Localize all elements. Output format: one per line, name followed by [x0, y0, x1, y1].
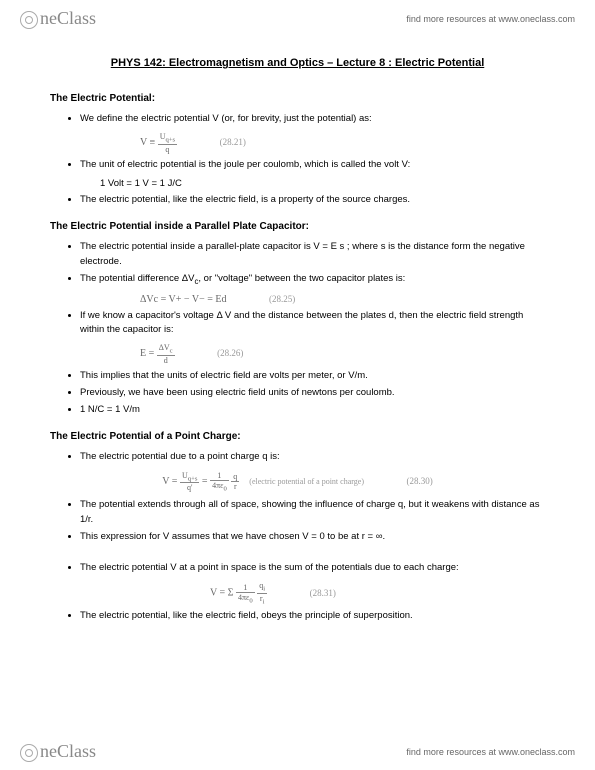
section3-list4: The electric potential, like the electri… — [50, 609, 545, 623]
eq-label: (28.21) — [220, 137, 246, 147]
list-item: The electric potential inside a parallel… — [80, 240, 545, 269]
section1-list: We define the electric potential V (or, … — [50, 112, 545, 126]
list-item: 1 N/C = 1 V/m — [80, 403, 545, 417]
formula: V = Uq+sq' = 14πε0 qr (electric potentia… — [50, 471, 545, 493]
sub-text: 1 Volt = 1 V = 1 J/C — [50, 178, 545, 189]
section1-list2: The unit of electric potential is the jo… — [50, 158, 545, 172]
logo-text: neClass — [40, 741, 96, 761]
section2-list: The electric potential inside a parallel… — [50, 240, 545, 287]
section2-heading: The Electric Potential inside a Parallel… — [50, 221, 545, 232]
page-title: PHYS 142: Electromagnetism and Optics – … — [50, 57, 545, 69]
list-item: The electric potential due to a point ch… — [80, 450, 545, 464]
footer: neClass find more resources at www.onecl… — [0, 733, 595, 770]
formula: ΔVc = V+ − V− = Ed (28.25) — [50, 294, 545, 305]
logo: neClass — [20, 741, 96, 762]
list-item: The electric potential, like the electri… — [80, 609, 545, 623]
section2-list3: This implies that the units of electric … — [50, 369, 545, 418]
list-item: Previously, we have been using electric … — [80, 386, 545, 400]
eq-label: (28.30) — [406, 476, 432, 486]
section3-heading: The Electric Potential of a Point Charge… — [50, 431, 545, 442]
eq-text: ΔVc = V+ − V− = Ed — [140, 294, 226, 305]
header-tagline: find more resources at www.oneclass.com — [406, 14, 575, 24]
formula: V ≡ Uq+sq (28.21) — [50, 132, 545, 154]
footer-tagline: find more resources at www.oneclass.com — [406, 747, 575, 757]
section3-list3: The electric potential V at a point in s… — [50, 561, 545, 575]
logo-text: neClass — [40, 8, 96, 28]
formula-note: (electric potential of a point charge) — [249, 477, 364, 486]
list-item: This implies that the units of electric … — [80, 369, 545, 383]
list-item: We define the electric potential V (or, … — [80, 112, 545, 126]
section2-list2: If we know a capacitor's voltage Δ V and… — [50, 309, 545, 338]
text: , or "voltage" between the two capacitor… — [198, 273, 405, 284]
logo-icon — [20, 11, 38, 29]
formula: E = ΔVcd (28.26) — [50, 343, 545, 365]
logo: neClass — [20, 8, 96, 29]
formula: V = Σ 14πε0 qiri (28.31) — [50, 581, 545, 605]
eq-label: (28.26) — [217, 348, 243, 358]
header: neClass find more resources at www.onecl… — [0, 0, 595, 37]
list-item: If we know a capacitor's voltage Δ V and… — [80, 309, 545, 338]
section3-list2: The potential extends through all of spa… — [50, 498, 545, 544]
list-item: The electric potential, like the electri… — [80, 193, 545, 207]
section3-list: The electric potential due to a point ch… — [50, 450, 545, 464]
document-content: PHYS 142: Electromagnetism and Optics – … — [0, 37, 595, 690]
section1-list3: The electric potential, like the electri… — [50, 193, 545, 207]
list-item: The potential difference ΔVc, or "voltag… — [80, 272, 545, 288]
eq-label: (28.31) — [310, 588, 336, 598]
list-item: The potential extends through all of spa… — [80, 498, 545, 527]
list-item: The unit of electric potential is the jo… — [80, 158, 545, 172]
logo-icon — [20, 744, 38, 762]
list-item: The electric potential V at a point in s… — [80, 561, 545, 575]
text: The potential difference ΔV — [80, 273, 194, 284]
eq-label: (28.25) — [269, 294, 295, 304]
list-item: This expression for V assumes that we ha… — [80, 530, 545, 544]
section1-heading: The Electric Potential: — [50, 93, 545, 104]
